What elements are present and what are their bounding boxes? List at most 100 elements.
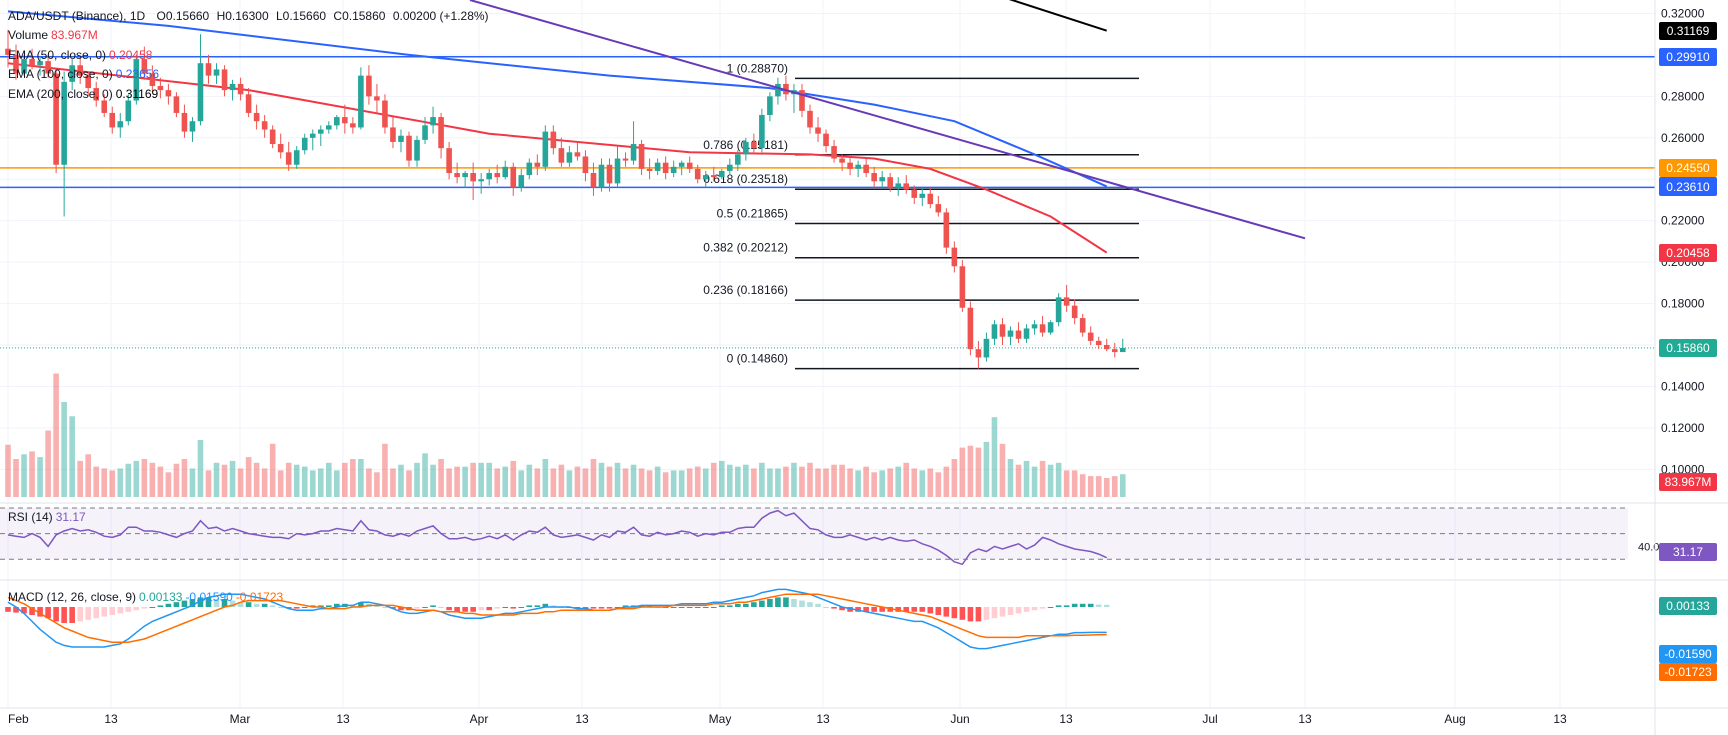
candle-body[interactable] [237,83,244,95]
candle-body[interactable] [702,175,709,180]
candle-body[interactable] [574,152,581,157]
candle-body[interactable] [101,100,108,113]
candle-body[interactable] [935,204,942,213]
candle-body[interactable] [1111,349,1118,353]
candle-body[interactable] [13,54,19,74]
candle-body[interactable] [919,193,926,198]
candle-body[interactable] [1087,332,1094,341]
candle-body[interactable] [358,75,364,128]
candle-body[interactable] [181,112,188,132]
candle-body[interactable] [959,266,966,308]
candle-body[interactable] [630,144,637,161]
candle-body[interactable] [342,117,348,124]
candle-body[interactable] [871,173,877,182]
candle-body[interactable] [366,75,372,97]
candle-body[interactable] [301,137,308,151]
candle-body[interactable] [37,61,43,66]
candle-body[interactable] [502,166,509,178]
candle-body[interactable] [221,69,228,91]
candle-body[interactable] [927,193,934,205]
candle-body[interactable] [1071,305,1078,319]
candle-body[interactable] [590,173,597,188]
candle-body[interactable] [1031,324,1038,329]
candle-body[interactable] [783,83,789,95]
candle-body[interactable] [526,162,533,176]
candle-body[interactable] [1055,297,1062,323]
candle-body[interactable] [614,158,621,184]
candle-body[interactable] [983,338,990,358]
candle-body[interactable] [285,152,292,165]
candle-body[interactable] [911,189,918,198]
candle-body[interactable] [991,324,998,339]
candle-body[interactable] [855,164,861,169]
candle-body[interactable] [1047,322,1054,333]
candle-body[interactable] [879,177,885,182]
candle-body[interactable] [751,141,757,149]
candle-body[interactable] [654,162,661,171]
candle-body[interactable] [398,135,404,142]
candle-body[interactable] [975,349,982,358]
candle-body[interactable] [662,162,669,174]
candle-body[interactable] [1023,328,1030,339]
candle-body[interactable] [141,59,148,74]
candle-body[interactable] [61,81,67,165]
candle-body[interactable] [1079,318,1086,333]
candle-body[interactable] [494,173,501,178]
candle-body[interactable] [1015,330,1022,339]
candle-body[interactable] [317,129,324,134]
candle-body[interactable] [470,173,476,182]
candle-body[interactable] [462,173,468,178]
candle-body[interactable] [77,65,83,76]
candle-body[interactable] [534,162,541,167]
candle-body[interactable] [566,152,573,163]
candle-body[interactable] [21,59,27,74]
candle-body[interactable] [847,162,853,169]
candle-body[interactable] [205,63,212,76]
candle-body[interactable] [863,164,869,174]
candle-body[interactable] [422,125,428,140]
candle-body[interactable] [189,121,196,132]
candle-body[interactable] [1063,297,1070,306]
candle-body[interactable] [694,168,701,180]
descending-trend-line[interactable] [469,0,1306,240]
candle-body[interactable] [799,90,805,111]
candle-body[interactable] [670,166,677,174]
candle-body[interactable] [117,121,124,128]
fibonacci-retracement[interactable]: 1 (0.28870)0.786 (0.25181)0.618 (0.23518… [703,61,1139,370]
candle-body[interactable] [686,162,693,169]
candle-body[interactable] [550,131,557,149]
candle-body[interactable] [253,112,260,122]
candle-body[interactable] [710,175,717,178]
candle-body[interactable] [743,141,749,155]
candle-body[interactable] [309,133,316,138]
candle-body[interactable] [93,88,100,101]
candle-body[interactable] [598,164,605,188]
candle-body[interactable] [334,117,340,126]
candle-body[interactable] [486,173,492,180]
candle-body[interactable] [823,133,829,147]
candle-body[interactable] [125,100,132,122]
candle-body[interactable] [839,158,845,163]
candle-body[interactable] [454,173,460,178]
candle-body[interactable] [518,175,525,188]
candle-body[interactable] [478,179,484,182]
candle-body[interactable] [165,90,172,97]
candle-body[interactable] [1103,345,1110,350]
candle-body[interactable] [157,85,164,91]
candle-body[interactable] [430,117,436,126]
candle-body[interactable] [622,158,629,161]
candle-body[interactable] [967,307,974,350]
candle-body[interactable] [999,324,1006,337]
candle-body[interactable] [903,183,910,190]
candle-body[interactable] [831,146,837,159]
candle-body[interactable] [943,212,950,248]
candle-body[interactable] [382,100,388,128]
candle-body[interactable] [735,154,741,165]
candle-body[interactable] [85,75,91,89]
candle-body[interactable] [759,115,765,149]
candle-body[interactable] [887,177,893,188]
candle-body[interactable] [638,144,645,169]
candle-body[interactable] [149,73,156,86]
macd-pane[interactable] [5,588,1110,650]
candle-body[interactable] [277,144,284,153]
